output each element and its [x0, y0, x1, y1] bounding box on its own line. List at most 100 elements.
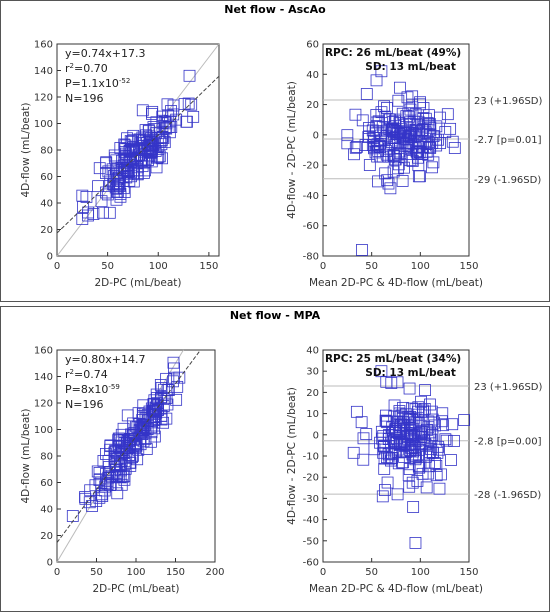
y-axis-label: 4D-flow - 2D-PC (mL/beat)	[286, 81, 298, 219]
y-axis-label: 4D-flow - 2D-PC (mL/beat)	[286, 387, 298, 525]
data-point	[109, 478, 122, 491]
regression-stat: y=0.74x+17.3	[65, 47, 145, 60]
data-point	[363, 122, 375, 134]
data-point	[403, 382, 416, 395]
data-point	[136, 104, 149, 117]
data-point	[341, 129, 354, 142]
data-point	[381, 476, 394, 489]
y-tick-label: 160	[34, 40, 53, 51]
data-point	[360, 88, 373, 100]
data-point	[423, 124, 436, 137]
data-point	[148, 430, 161, 443]
x-axis-label: Mean 2D-PC & 4D-flow (mL/beat)	[309, 277, 483, 289]
data-point	[141, 141, 154, 154]
data-point	[363, 130, 376, 143]
data-point	[435, 468, 447, 481]
y-tick-label: 30	[306, 367, 319, 378]
x-tick-label: 50	[90, 567, 103, 578]
data-point	[375, 365, 388, 378]
data-point	[126, 141, 139, 154]
data-point	[111, 452, 124, 465]
data-point	[404, 118, 417, 131]
data-point	[133, 424, 146, 437]
y-tick-label: 100	[34, 119, 53, 130]
x-axis-label: 2D-PC (mL/beat)	[92, 583, 179, 595]
data-point	[433, 443, 445, 456]
y-tick-label: 80	[40, 452, 53, 463]
data-point	[90, 495, 103, 507]
data-point	[119, 150, 132, 163]
data-point	[136, 160, 149, 173]
regression-stat: P=8x10-59	[65, 383, 120, 396]
y-tick-label: -20	[303, 473, 319, 484]
y-tick-label: 120	[34, 93, 53, 104]
x-tick-label: 0	[320, 261, 326, 272]
data-point	[375, 65, 388, 78]
data-point	[420, 145, 433, 158]
y-tick-label: 40	[306, 346, 319, 357]
data-point	[410, 451, 422, 464]
data-point	[118, 473, 131, 486]
data-point	[86, 500, 98, 512]
data-point	[76, 189, 89, 202]
data-point	[362, 131, 375, 143]
data-point	[103, 206, 116, 219]
data-point	[433, 111, 446, 124]
data-point	[148, 123, 161, 135]
data-point	[423, 109, 435, 122]
data-point	[430, 120, 443, 133]
data-point	[138, 156, 151, 169]
data-point	[370, 74, 383, 87]
data-point	[402, 469, 415, 482]
data-point	[392, 148, 405, 161]
data-point	[420, 138, 433, 151]
y-tick-label: 120	[34, 399, 53, 410]
data-point	[357, 453, 370, 466]
data-point	[392, 94, 405, 107]
data-point	[387, 165, 400, 178]
y-tick-label: 100	[34, 425, 53, 436]
data-point	[93, 474, 106, 486]
y-tick-label: 60	[40, 478, 53, 489]
data-point	[396, 174, 409, 187]
data-point	[140, 443, 153, 455]
data-point	[372, 175, 384, 188]
rpc-text: RPC: 25 mL/beat (34%)	[325, 353, 461, 365]
data-point	[398, 438, 411, 451]
data-point	[407, 501, 420, 513]
y-tick-label: 20	[40, 531, 53, 542]
x-tick-label: 150	[459, 567, 478, 578]
data-point	[406, 476, 419, 489]
data-point	[160, 117, 173, 130]
data-point	[355, 416, 368, 429]
y-tick-label: -40	[303, 191, 319, 202]
data-point	[363, 159, 376, 171]
data-point	[161, 384, 174, 396]
x-tick-label: 200	[205, 567, 224, 578]
data-point	[139, 124, 152, 137]
regression-line	[56, 349, 201, 543]
data-point	[114, 142, 127, 154]
data-point	[403, 480, 416, 493]
data-point	[131, 151, 144, 164]
data-point	[385, 429, 398, 442]
data-point	[423, 447, 435, 460]
data-point	[125, 170, 137, 183]
y-tick-label: 60	[306, 40, 319, 51]
data-point	[157, 416, 170, 429]
mpa-panel: Net flow - MPA 0 50 100 150 200 0 20 40 60 80 100 1…	[0, 306, 550, 612]
data-point	[425, 405, 438, 418]
data-point	[379, 484, 391, 496]
y-tick-label: 10	[306, 409, 319, 420]
data-point	[446, 135, 459, 148]
data-point	[420, 481, 433, 494]
data-point	[387, 149, 400, 162]
data-point	[412, 405, 424, 418]
data-point	[388, 150, 401, 162]
x-tick-label: 50	[101, 261, 114, 272]
x-tick-label: 150	[199, 261, 218, 272]
y-axis-label: 4D-flow (mL/beat)	[20, 102, 32, 197]
data-point	[122, 165, 135, 178]
data-point	[378, 100, 390, 113]
regression-stat: N=196	[65, 92, 103, 105]
